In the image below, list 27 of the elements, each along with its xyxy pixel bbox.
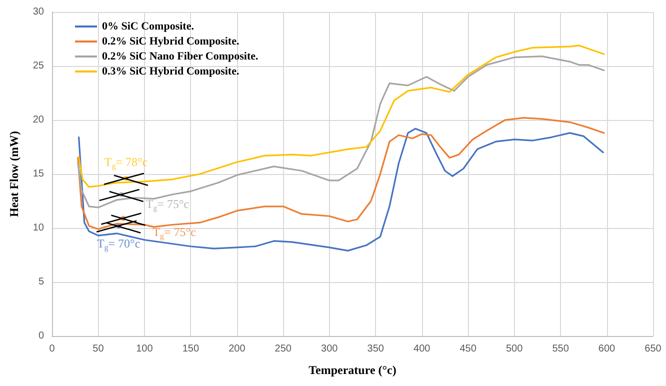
x-axis-title: Temperature (°c) [308, 363, 396, 377]
x-tick-label: 500 [506, 344, 524, 354]
x-tick-label: 0 [49, 344, 56, 354]
legend-label: 0.2% SiC Hybrid Composite. [102, 36, 240, 48]
x-tick-label: 50 [92, 344, 104, 354]
x-tick-label: 600 [598, 344, 616, 354]
x-tick-label: 400 [414, 344, 431, 354]
y-tick-label: 15 [32, 168, 44, 180]
x-tick-label: 100 [136, 344, 154, 354]
y-tick-label: 20 [32, 114, 44, 126]
y-axis-title: Heat Flow (mW) [7, 131, 21, 217]
y-tick-label: 5 [38, 276, 44, 288]
x-tick-label: 200 [228, 344, 246, 354]
x-tick-label: 350 [367, 344, 384, 354]
legend-label: 0.2% SiC Nano Fiber Composite. [102, 50, 258, 62]
x-tick-label: 300 [321, 344, 338, 354]
x-tick-label: 550 [552, 344, 570, 354]
y-tick-label: 10 [32, 222, 44, 234]
x-tick-label: 450 [460, 344, 477, 354]
y-tick-label: 0 [38, 330, 44, 342]
x-tick-label: 250 [274, 344, 292, 354]
legend-label: 0.3% SiC Hybrid Composite. [102, 66, 240, 78]
x-tick-label: 650 [644, 344, 662, 354]
x-tick-label: 150 [182, 344, 200, 354]
legend-label: 0% SiC Composite. [102, 20, 194, 32]
y-tick-label: 30 [32, 6, 44, 18]
y-tick-label: 25 [32, 60, 44, 72]
